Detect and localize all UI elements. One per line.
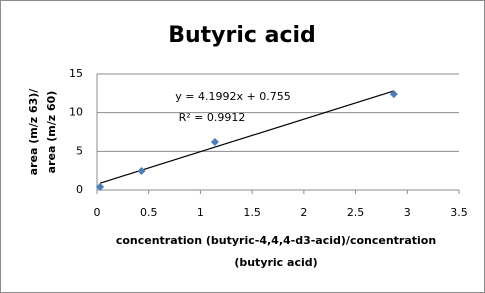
x-tick-label: 1.5 [243, 206, 261, 219]
x-tick-label: 3 [404, 206, 411, 219]
data-point [210, 138, 219, 147]
trendline-equation: y = 4.1992x + 0.755 [175, 90, 290, 103]
x-tick-label: 2 [300, 206, 307, 219]
x-tick-label: 2.5 [347, 206, 365, 219]
x-tick-label: 0 [94, 206, 101, 219]
x-axis-label: concentration (butyric-4,4,4-d3-acid)/co… [116, 234, 436, 247]
y-tick-label: 5 [76, 144, 83, 157]
data-point [389, 90, 398, 99]
r-squared: R² = 0.9912 [179, 111, 246, 124]
x-tick-label: 1 [197, 206, 204, 219]
x-tick-label: 3.5 [450, 206, 468, 219]
y-tick-label: 0 [76, 183, 83, 196]
data-point [137, 166, 146, 175]
y-tick-label: 10 [69, 106, 83, 119]
y-axis-label: area (m/z 63)/ [27, 88, 40, 176]
trendline [99, 90, 395, 184]
chart-title: Butyric acid [168, 23, 316, 48]
y-axis-label: area (m/z 60) [45, 91, 58, 174]
x-tick-label: 0.5 [140, 206, 158, 219]
data-point [96, 182, 105, 191]
y-tick-label: 15 [69, 67, 83, 80]
x-axis-label: (butyric acid) [234, 256, 317, 269]
